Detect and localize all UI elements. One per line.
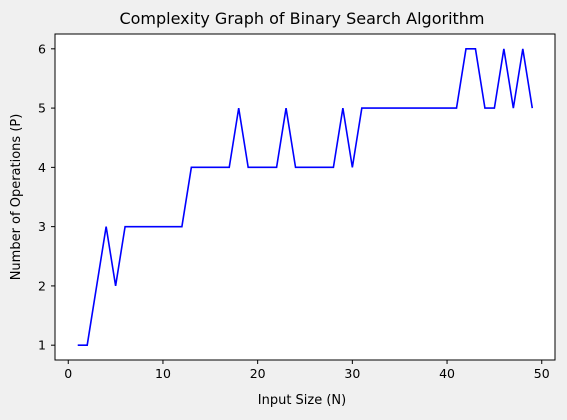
y-tick-label: 4 (38, 160, 46, 175)
series-line (77, 48, 534, 346)
x-tick-label: 40 (439, 366, 455, 381)
series-layer (77, 48, 534, 346)
plot-area (55, 34, 555, 360)
x-tick-label: 0 (64, 366, 72, 381)
y-tick-label: 1 (38, 338, 46, 353)
x-tick-label: 10 (155, 366, 171, 381)
x-tick-label: 30 (344, 366, 360, 381)
ticks-layer: 0 10 20 30 40 50 1 2 3 4 5 6 (38, 41, 550, 381)
y-axis-label: Number of Operations (P) (9, 114, 24, 281)
y-tick-label: 5 (38, 101, 46, 116)
x-tick-label: 50 (534, 366, 550, 381)
y-tick-label: 2 (38, 278, 46, 293)
y-tick-label: 3 (38, 219, 46, 234)
x-axis-label: Input Size (N) (258, 393, 346, 408)
chart-title: Complexity Graph of Binary Search Algori… (119, 9, 484, 28)
x-tick-label: 20 (250, 366, 266, 381)
y-tick-label: 6 (38, 41, 46, 56)
plot-frame (54, 33, 556, 361)
